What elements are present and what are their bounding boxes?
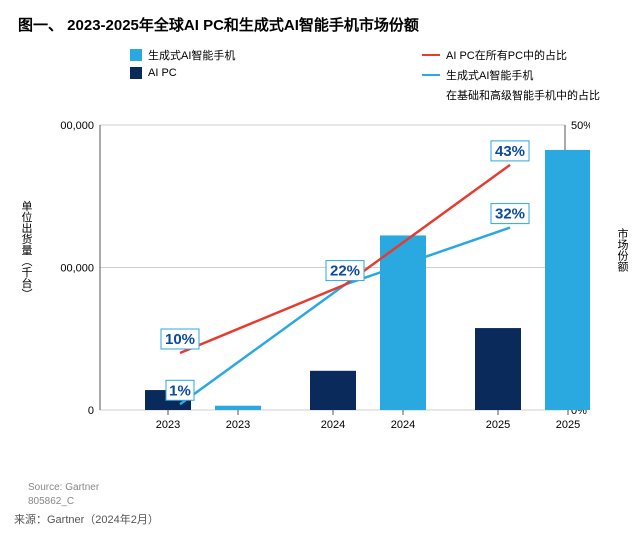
ref-id: 805862_C <box>28 495 99 509</box>
legend-swatch <box>130 67 142 79</box>
x-tick-label: 2024 <box>391 419 415 431</box>
source-small: Source: Gartner <box>28 481 99 495</box>
legend-swatch <box>422 54 440 56</box>
bar-phone <box>545 150 590 410</box>
y-left-tick-label: 400,000 <box>60 120 94 132</box>
bar-pc <box>475 328 521 410</box>
legend-bar-phone: 生成式AI智能手机 <box>130 47 235 63</box>
legend-label: AI PC <box>148 67 177 79</box>
legend: 生成式AI智能手机 AI PC AI PC在所有PC中的占比 生成式AI智能手机… <box>0 43 640 105</box>
legend-bar-pc: AI PC <box>130 67 235 79</box>
legend-subline: 在基础和高级智能手机中的占比 <box>446 87 600 103</box>
footer-small: Source: Gartner 805862_C <box>28 481 99 509</box>
x-tick-label: 2025 <box>556 419 580 431</box>
bar-pc <box>310 371 356 410</box>
value-label: 32% <box>495 206 525 223</box>
value-label: 10% <box>165 331 195 348</box>
value-label: 22% <box>330 263 360 280</box>
chart-plot: 0200,000400,0000%25%50%20232023202420242… <box>60 120 590 430</box>
legend-swatch <box>130 49 142 61</box>
legend-line-phone: 生成式AI智能手机 <box>422 67 600 83</box>
legend-label: 生成式AI智能手机 <box>446 67 533 83</box>
legend-line-pc: AI PC在所有PC中的占比 <box>422 47 600 63</box>
bar-phone <box>215 406 261 410</box>
y-right-tick-label: 50% <box>571 120 590 132</box>
y-left-axis-title: 单位出货量（千台） <box>18 201 34 300</box>
x-tick-label: 2025 <box>486 419 510 431</box>
line-pc <box>180 165 510 353</box>
y-left-tick-label: 200,000 <box>60 263 94 275</box>
value-label: 43% <box>495 143 525 160</box>
x-tick-label: 2023 <box>156 419 180 431</box>
legend-swatch <box>422 74 440 76</box>
y-left-tick-label: 0 <box>88 405 94 417</box>
chart-title: 图一、 2023-2025年全球AI PC和生成式AI智能手机市场份额 <box>0 0 640 43</box>
value-label: 1% <box>169 382 191 399</box>
bar-phone <box>380 235 426 410</box>
y-right-axis-title: 市场份额 <box>614 228 630 272</box>
x-tick-label: 2024 <box>321 419 345 431</box>
source-main: 来源：Gartner（2024年2月） <box>14 511 159 527</box>
legend-label: 生成式AI智能手机 <box>148 47 235 63</box>
x-tick-label: 2023 <box>226 419 250 431</box>
legend-label: AI PC在所有PC中的占比 <box>446 47 567 63</box>
